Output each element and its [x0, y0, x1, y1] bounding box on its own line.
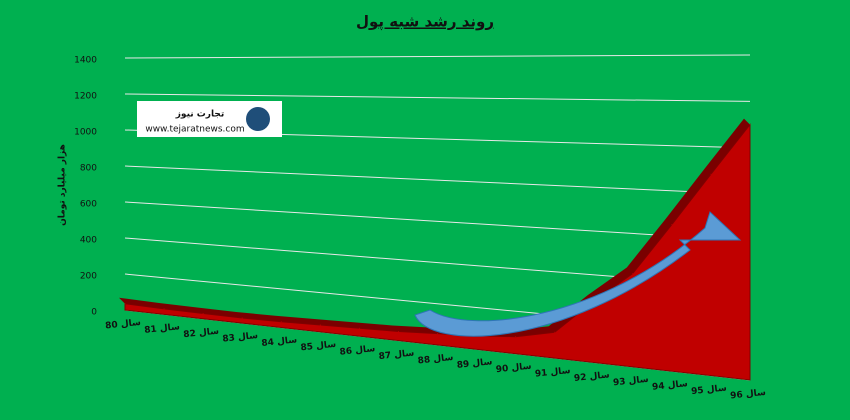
logo-name: تجارت نیوز [175, 110, 224, 120]
y-tick-label: 800 [80, 164, 97, 174]
y-tick-label: 1200 [74, 92, 97, 102]
area-vertex [319, 324, 321, 326]
area-vertex [202, 313, 204, 315]
area [124, 123, 751, 381]
x-tick-label: سال 80 [105, 318, 142, 332]
x-tick-label: سال 92 [574, 370, 611, 384]
logo-url: www.tejaratnews.com [145, 125, 244, 135]
x-tick-label: سال 82 [183, 327, 220, 341]
x-tick-label: سال 86 [339, 344, 376, 358]
area-vertex [397, 330, 399, 332]
area-vertex [671, 224, 673, 226]
y-axis-label: هزار میلیارد تومان [58, 144, 68, 226]
grid-line [124, 165, 751, 195]
x-tick-label: سال 84 [261, 335, 298, 349]
y-tick-label: 1400 [74, 56, 97, 66]
y-tick-label: 600 [80, 200, 97, 210]
x-tick-label: سال 88 [417, 353, 454, 367]
arrow [414, 211, 742, 337]
area-vertex [280, 321, 282, 323]
chart-title: روند رشد شبه پول [356, 13, 494, 32]
x-tick-label: سال 90 [495, 362, 532, 376]
x-tick-label: سال 89 [456, 357, 493, 371]
x-tick-label: سال 85 [300, 340, 337, 354]
area-vertex [163, 308, 165, 310]
area-vertex [241, 317, 243, 319]
x-tick-label: سال 96 [730, 388, 767, 402]
logo: تجارت نیوز www.tejaratnews.com [137, 101, 282, 137]
x-tick-label: سال 93 [613, 375, 650, 389]
area-vertex [749, 124, 751, 126]
x-tick-label: سال 91 [534, 366, 571, 380]
y-tick-label: 400 [80, 236, 97, 246]
area-vertex [515, 336, 517, 338]
grid-line [124, 201, 751, 242]
x-tick-label: سال 95 [691, 383, 728, 397]
area-vertex [632, 272, 634, 274]
y-tick-label: 1000 [74, 128, 97, 138]
area-vertex [437, 333, 438, 335]
area-vertex [554, 331, 556, 333]
y-tick-label: 200 [80, 272, 97, 282]
area-vertex [358, 327, 360, 329]
x-tick-label: سال 87 [378, 348, 415, 362]
x-tick-label: سال 83 [222, 331, 259, 345]
area-vertex [710, 173, 712, 175]
grid-line [124, 54, 751, 59]
grid-line [124, 93, 751, 102]
logo-icon [246, 107, 270, 131]
x-tick-label: سال 94 [652, 379, 689, 393]
area-vertex [124, 303, 126, 305]
x-tick-label: سال 81 [144, 322, 181, 336]
y-tick-label: 0 [91, 308, 97, 318]
